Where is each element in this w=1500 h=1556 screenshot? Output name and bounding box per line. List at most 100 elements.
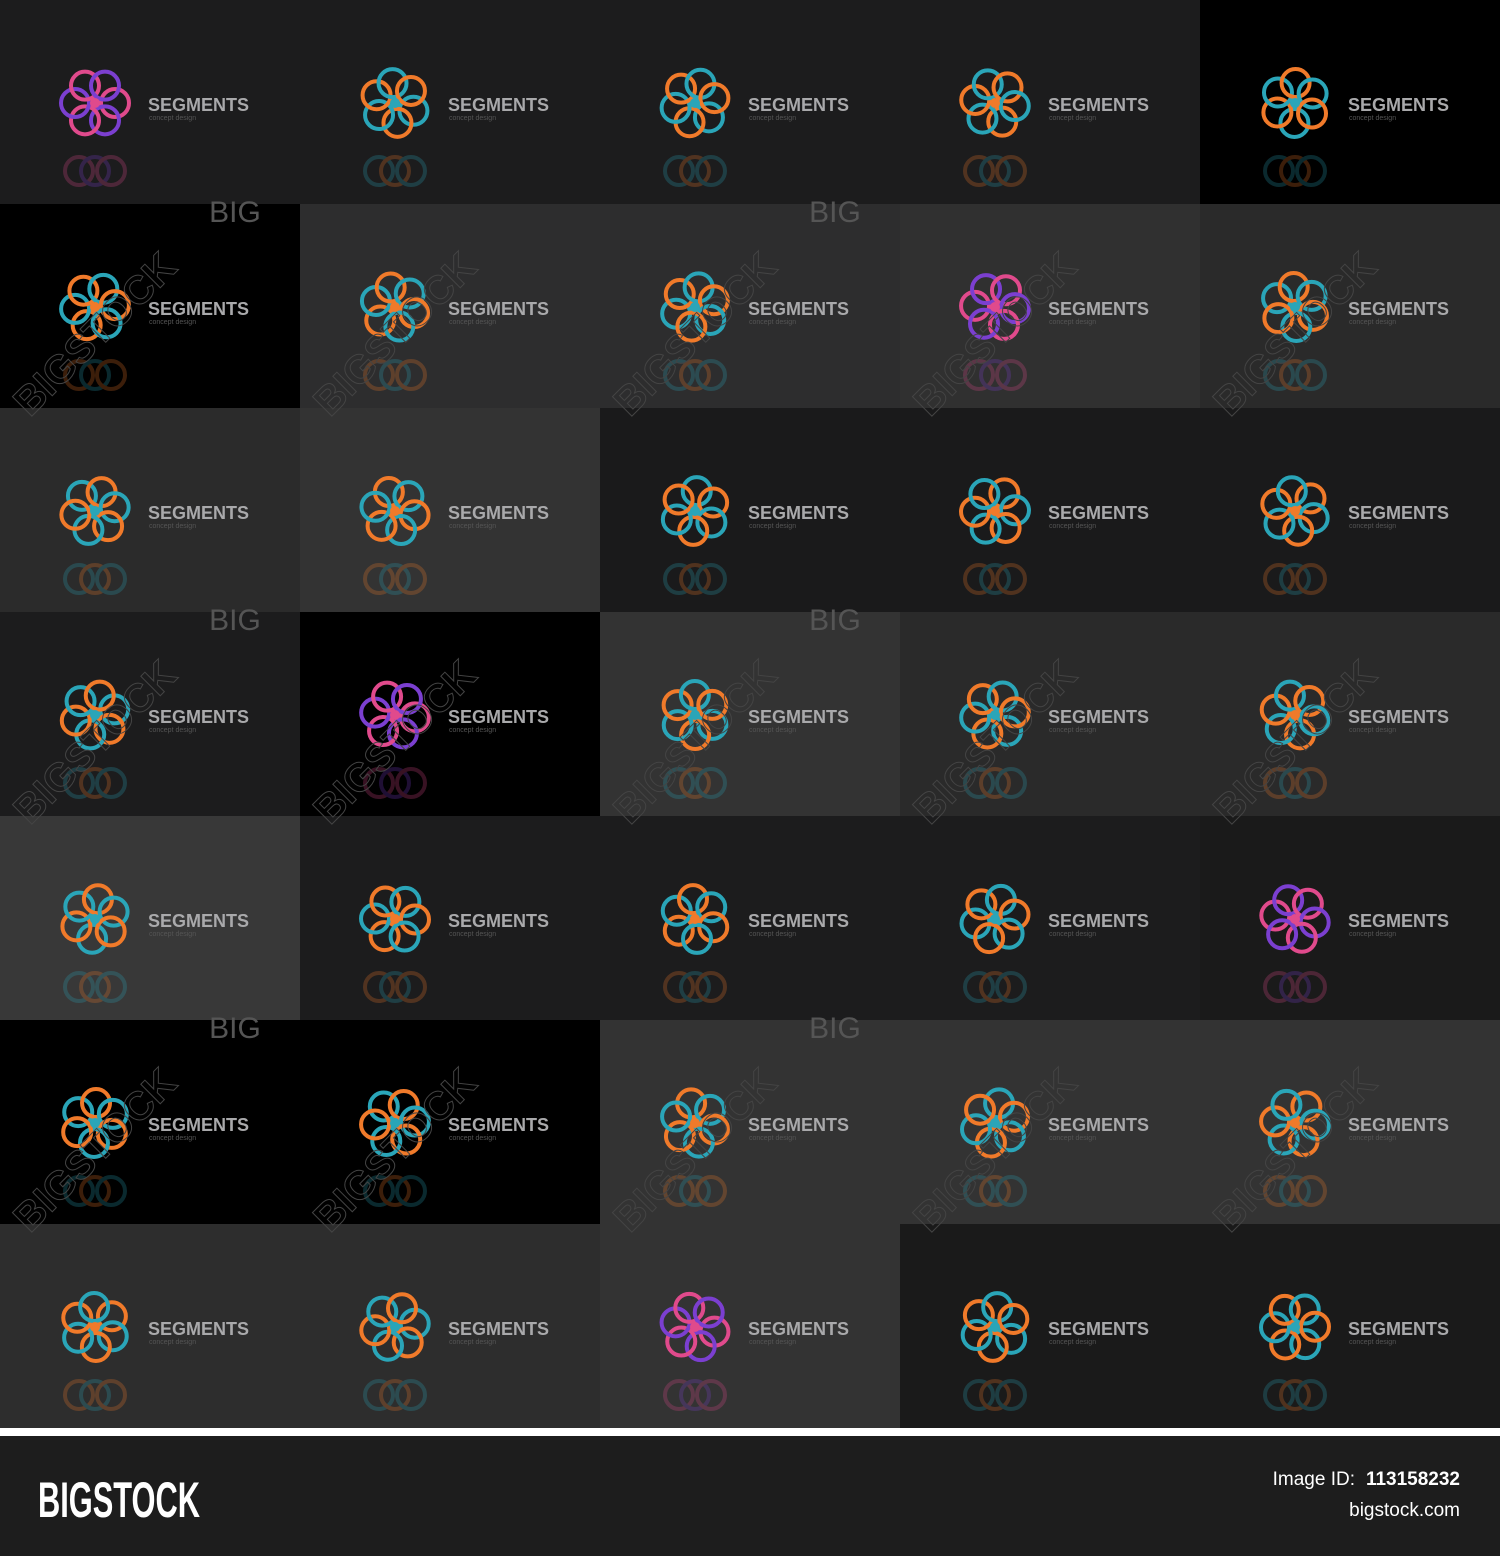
tile-title: SEGMENTS bbox=[748, 707, 849, 727]
tile-subtitle: concept design bbox=[1049, 931, 1096, 938]
petal-reflection bbox=[995, 767, 1027, 799]
tile-title: SEGMENTS bbox=[748, 911, 849, 931]
petal bbox=[95, 1117, 128, 1150]
tile-bg bbox=[300, 408, 600, 612]
petal-reflection bbox=[63, 563, 95, 595]
petal bbox=[391, 1326, 424, 1359]
petal bbox=[659, 91, 692, 124]
petal bbox=[98, 491, 131, 524]
petal bbox=[998, 90, 1031, 123]
petal bbox=[989, 274, 1022, 307]
logo-icon bbox=[1261, 271, 1329, 343]
tile-subtitle: concept design bbox=[1049, 319, 1096, 326]
tile-subtitle: concept design bbox=[149, 727, 196, 734]
reflection bbox=[363, 1379, 427, 1411]
petal-reflection bbox=[379, 1379, 411, 1411]
tile-bg bbox=[600, 1020, 900, 1224]
petal bbox=[67, 274, 100, 307]
petal bbox=[663, 1120, 696, 1153]
tile-bg bbox=[600, 408, 900, 612]
petal bbox=[1290, 1090, 1323, 1123]
tile-title: SEGMENTS bbox=[448, 911, 549, 931]
tile-subtitle: concept design bbox=[749, 115, 796, 122]
watermark-short: BIG bbox=[209, 196, 261, 229]
petal-reflection bbox=[995, 155, 1027, 187]
reflection bbox=[663, 767, 727, 799]
petal bbox=[991, 71, 1024, 104]
petal bbox=[98, 289, 131, 322]
petal bbox=[1264, 713, 1297, 746]
petal-reflection bbox=[695, 1175, 727, 1207]
petal bbox=[70, 309, 103, 342]
petal bbox=[61, 1301, 94, 1334]
petal bbox=[1261, 76, 1294, 109]
tile-subtitle: concept design bbox=[1049, 1339, 1096, 1346]
petal-reflection bbox=[1279, 971, 1311, 1003]
petal bbox=[87, 272, 120, 305]
tile-bg bbox=[600, 816, 900, 1020]
tile-subtitle: concept design bbox=[449, 727, 496, 734]
reflection bbox=[1263, 1379, 1327, 1411]
tile-bg bbox=[1200, 1224, 1500, 1428]
petal bbox=[64, 685, 97, 718]
tile-subtitle: concept design bbox=[1349, 1339, 1396, 1346]
reflection bbox=[363, 767, 427, 799]
petal bbox=[95, 1300, 128, 1333]
tile-bg bbox=[900, 0, 1200, 204]
petal-reflection bbox=[963, 971, 995, 1003]
petal bbox=[389, 885, 422, 918]
watermark-short: BIG bbox=[809, 604, 861, 637]
center-dot bbox=[690, 1118, 700, 1128]
center-dot bbox=[1290, 1322, 1300, 1332]
petal bbox=[1277, 271, 1310, 304]
petal bbox=[365, 509, 398, 542]
center-dot bbox=[990, 914, 1000, 924]
petal-reflection bbox=[79, 563, 111, 595]
tile-bg bbox=[0, 1020, 300, 1224]
petal-reflection bbox=[679, 1379, 711, 1411]
tile-subtitle: concept design bbox=[749, 1135, 796, 1142]
petal bbox=[997, 1302, 1030, 1335]
petal bbox=[1259, 1311, 1292, 1344]
petal bbox=[83, 679, 116, 712]
petal bbox=[992, 917, 1025, 950]
petal-reflection bbox=[963, 1175, 995, 1207]
petal-reflection bbox=[1295, 971, 1327, 1003]
tile-bg bbox=[1200, 816, 1500, 1020]
petal bbox=[962, 1299, 995, 1332]
center-dot bbox=[690, 710, 700, 720]
reflection bbox=[663, 359, 727, 391]
logo-icon bbox=[360, 67, 430, 139]
petal bbox=[679, 718, 712, 751]
petal bbox=[1272, 884, 1305, 917]
petal-reflection bbox=[363, 1379, 395, 1411]
petal-reflection bbox=[679, 971, 711, 1003]
petal-reflection bbox=[379, 359, 411, 391]
reflection bbox=[663, 971, 727, 1003]
tile-subtitle: concept design bbox=[149, 115, 196, 122]
petal bbox=[676, 883, 709, 916]
tile-bg bbox=[900, 816, 1200, 1020]
petal-reflection bbox=[995, 1175, 1027, 1207]
petal bbox=[80, 1087, 113, 1120]
petal bbox=[385, 514, 418, 547]
logo-icon bbox=[59, 272, 131, 342]
center-dot bbox=[990, 1322, 1000, 1332]
logo-icon bbox=[61, 1087, 129, 1159]
petal-reflection bbox=[663, 1379, 695, 1411]
petal bbox=[675, 310, 708, 343]
petal-reflection bbox=[379, 767, 411, 799]
petal bbox=[1298, 704, 1331, 737]
tile-title: SEGMENTS bbox=[1048, 299, 1149, 319]
tile-subtitle: concept design bbox=[1349, 727, 1396, 734]
center-dot bbox=[690, 1322, 700, 1332]
petal bbox=[59, 87, 91, 119]
petal bbox=[673, 1291, 706, 1324]
petal bbox=[92, 510, 125, 543]
petal bbox=[662, 914, 695, 947]
tile-subtitle: concept design bbox=[1049, 1135, 1096, 1142]
center-dot bbox=[690, 302, 700, 312]
